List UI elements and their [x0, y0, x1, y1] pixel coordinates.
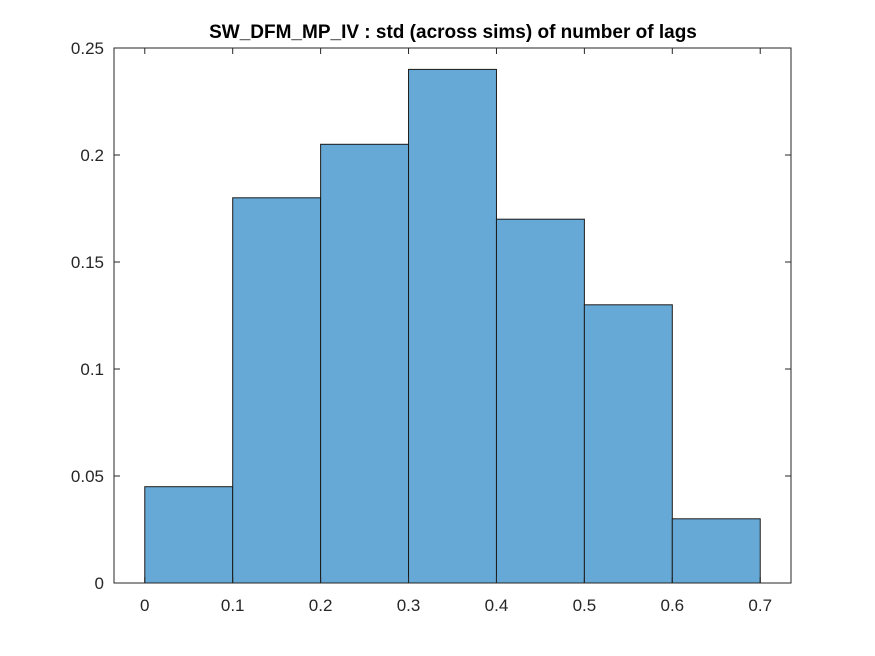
- y-tick-label: 0.25: [71, 39, 104, 58]
- histogram-bar: [144, 486, 234, 584]
- histogram-bar: [408, 68, 497, 584]
- x-tick-label: 0.3: [397, 596, 421, 615]
- histogram-bar: [671, 518, 761, 584]
- x-axis-ticks: 0 0.1 0.2 0.3 0.4 0.5 0.6 0.7: [140, 48, 772, 615]
- y-tick-label: 0.2: [80, 146, 104, 165]
- histogram-bar: [495, 218, 585, 584]
- y-tick-label: 0.15: [71, 253, 104, 272]
- x-tick-label: 0: [140, 596, 149, 615]
- histogram-bar: [583, 304, 673, 584]
- x-tick-label: 0.1: [221, 596, 245, 615]
- x-tick-label: 0.5: [573, 596, 597, 615]
- histogram-bar: [232, 197, 322, 584]
- x-tick-label: 0.7: [748, 596, 772, 615]
- y-tick-label: 0.1: [80, 360, 104, 379]
- y-tick-label: 0: [95, 574, 104, 593]
- y-tick-label: 0.05: [71, 467, 104, 486]
- axes-box: [113, 47, 792, 584]
- histogram-bar: [320, 143, 410, 584]
- chart-title: SW_DFM_MP_IV : std (across sims) of numb…: [209, 22, 697, 43]
- x-tick-label: 0.4: [485, 596, 509, 615]
- x-tick-label: 0.6: [660, 596, 684, 615]
- y-axis-ticks: 0 0.05 0.1 0.15 0.2 0.25: [71, 39, 791, 593]
- x-tick-label: 0.2: [309, 596, 333, 615]
- bars-group: [144, 68, 761, 584]
